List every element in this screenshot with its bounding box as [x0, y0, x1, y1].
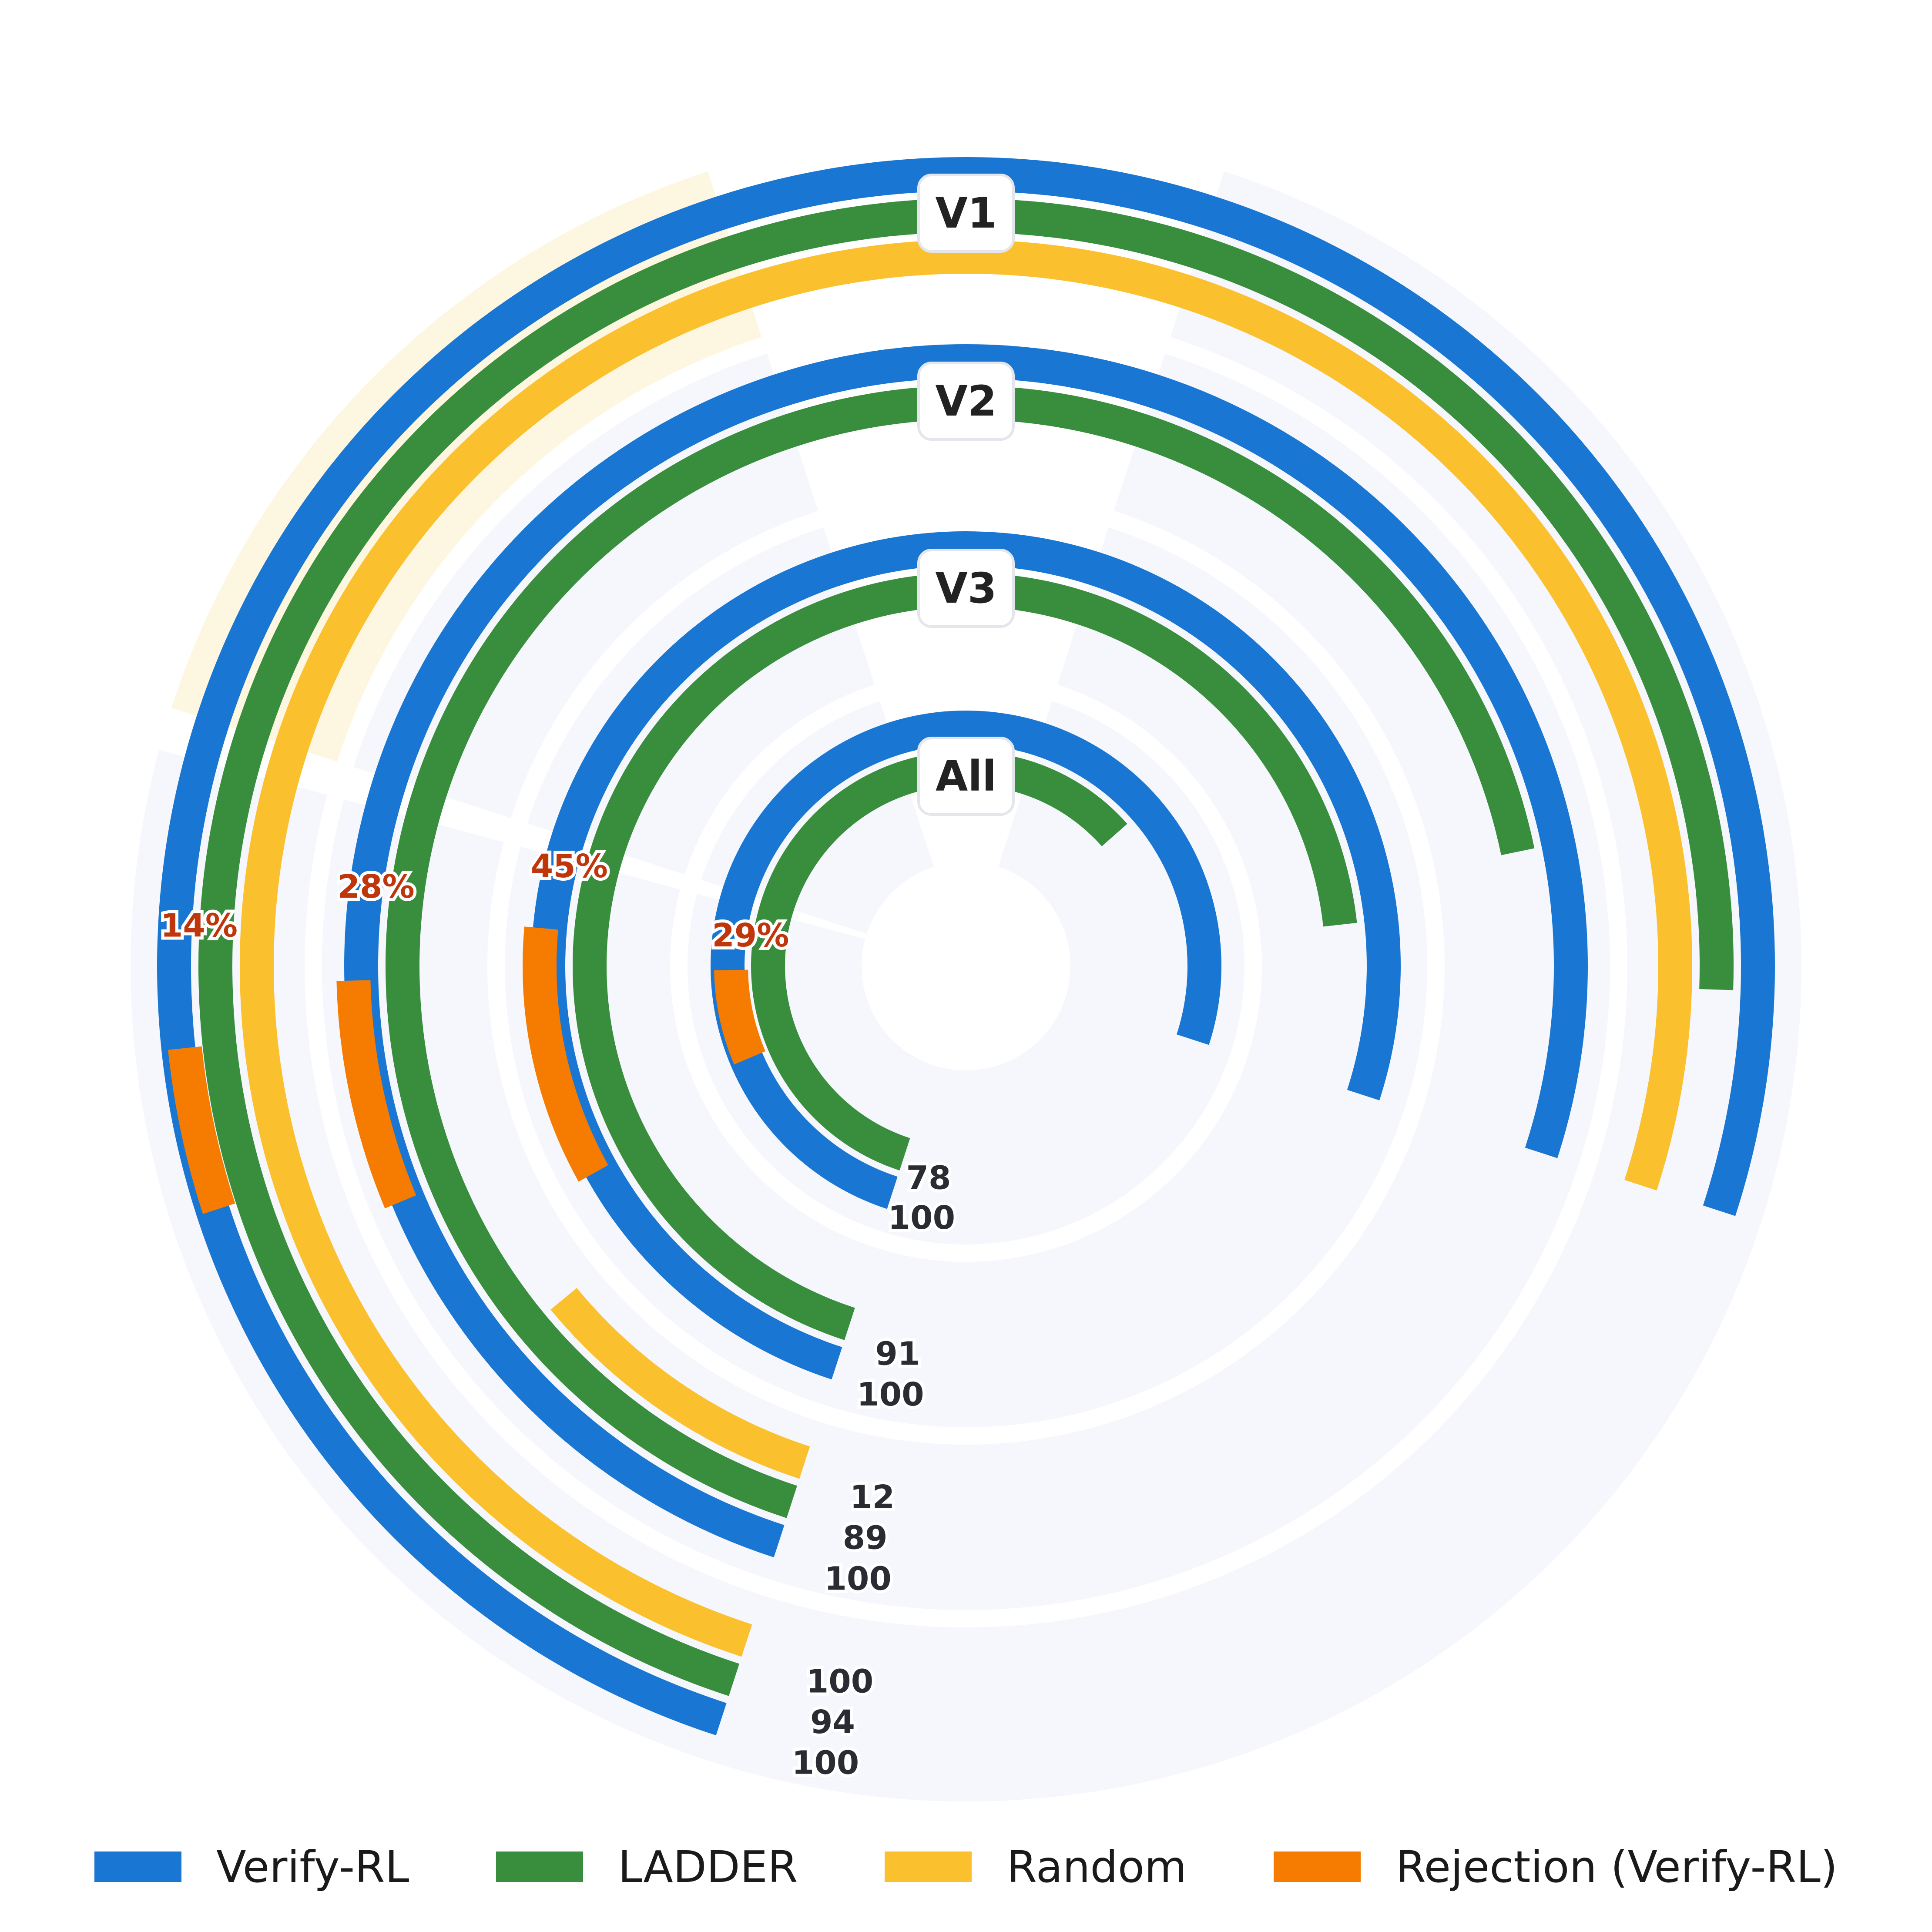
legend-swatch-rejection: [1274, 1852, 1361, 1882]
bar-random-v2: [550, 1288, 810, 1479]
value-label-random-v2: 12: [850, 1479, 895, 1516]
rejection-label-v2: 28%: [338, 868, 415, 906]
value-label-verify-rl-v1: 100: [792, 1744, 859, 1782]
bar-rejection-v2: [336, 980, 416, 1209]
group-label-v2-text: V2: [935, 377, 996, 426]
value-label-verify-rl-v3: 100: [857, 1376, 924, 1413]
legend-label-random: Random: [1006, 1841, 1187, 1892]
value-label-ladder-v2: 89: [843, 1519, 888, 1557]
legend-item-ladder: LADDER: [496, 1841, 798, 1892]
legend-swatch-verify-rl: [94, 1852, 182, 1882]
legend-label-rejection: Rejection (Verify-RL): [1395, 1841, 1838, 1892]
rejection-label-v1: 14%: [161, 907, 238, 945]
group-label-v3-text: V3: [935, 564, 996, 613]
group-label-v1-text: V1: [935, 189, 996, 238]
value-label-verify-rl-v2: 100: [824, 1560, 891, 1597]
legend-swatch-ladder: [496, 1852, 584, 1882]
bar-rejection-all: [714, 969, 765, 1065]
group-label-all-text: All: [936, 752, 996, 801]
value-label-verify-rl-all: 100: [888, 1199, 955, 1237]
legend-label-ladder: LADDER: [618, 1841, 798, 1892]
bar-ladder-all: [751, 751, 1127, 1171]
legend-item-rejection: Rejection (Verify-RL): [1274, 1841, 1838, 1892]
legend-label-verify-rl: Verify-RL: [216, 1841, 409, 1892]
legend-swatch-random: [885, 1852, 972, 1882]
bars: [157, 157, 1775, 1736]
rejection-label-v3: 45%: [531, 848, 608, 885]
legend-item-random: Random: [885, 1841, 1187, 1892]
value-label-random-v1: 100: [806, 1663, 873, 1701]
group-label-v1: V1: [917, 174, 1015, 253]
legend: Verify-RL LADDER Random Rejection (Verif…: [0, 1828, 1932, 1906]
group-label-v3: V3: [917, 549, 1015, 628]
rejection-label-all: 29%: [712, 917, 789, 954]
value-label-ladder-v3: 91: [875, 1335, 920, 1372]
group-label-all: All: [917, 737, 1015, 816]
value-label-ladder-all: 78: [906, 1159, 951, 1197]
value-label-ladder-v1: 94: [810, 1704, 855, 1741]
labels: V1 V2 V3 All 100941001008912100911007814…: [158, 174, 1015, 1785]
bar-rejection-v3: [523, 926, 608, 1182]
sector-bg-main-v3: [505, 527, 1428, 1427]
legend-item-verify-rl: Verify-RL: [94, 1841, 409, 1892]
group-label-v2: V2: [917, 362, 1015, 441]
bar-rejection-v1: [168, 1046, 235, 1214]
